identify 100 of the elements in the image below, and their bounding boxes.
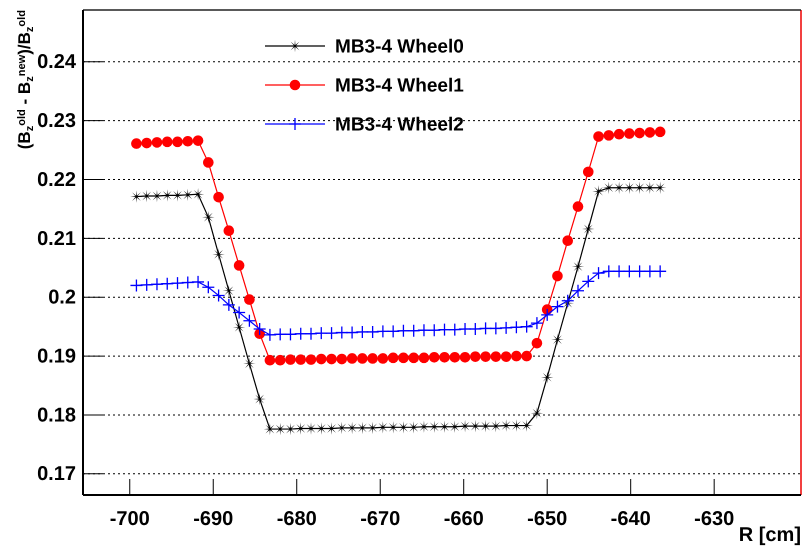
point <box>131 138 142 149</box>
point <box>376 324 390 338</box>
x-axis-title: R [cm] <box>738 524 801 546</box>
point <box>346 353 358 364</box>
point <box>428 324 441 337</box>
point <box>388 352 398 364</box>
point <box>592 266 606 280</box>
point <box>582 166 594 178</box>
point <box>357 353 368 364</box>
point <box>624 128 635 139</box>
point <box>192 135 204 146</box>
point <box>285 354 296 365</box>
point <box>326 354 337 364</box>
point <box>604 130 614 141</box>
point <box>244 294 255 305</box>
point <box>654 126 666 138</box>
point <box>530 316 544 330</box>
point <box>470 351 481 362</box>
x-tick-label: -680 <box>276 508 317 530</box>
point <box>141 138 152 148</box>
point <box>324 326 338 340</box>
point <box>234 260 244 271</box>
point <box>181 276 194 290</box>
point <box>521 350 532 362</box>
point <box>510 320 524 334</box>
point <box>222 284 236 297</box>
point <box>160 277 174 290</box>
x-tick-label: -690 <box>193 508 234 530</box>
point <box>243 358 256 370</box>
point <box>612 264 626 278</box>
point <box>274 354 286 366</box>
x-tick-label: -650 <box>527 508 568 530</box>
point <box>478 322 492 336</box>
point <box>418 352 430 364</box>
point <box>263 328 277 342</box>
point <box>202 210 215 224</box>
point <box>222 298 236 312</box>
point <box>551 333 564 346</box>
point <box>152 137 162 148</box>
x-tick-label: -660 <box>444 508 484 530</box>
point <box>203 157 214 168</box>
point <box>490 351 502 362</box>
y-tick-label: 0.19 <box>37 345 76 368</box>
point <box>582 222 594 236</box>
point <box>582 274 595 288</box>
point <box>643 264 657 278</box>
point <box>191 275 205 289</box>
point <box>632 264 646 278</box>
point <box>593 131 604 142</box>
point <box>530 406 544 420</box>
point <box>356 325 369 339</box>
y-tick-label: 0.21 <box>37 228 76 250</box>
point <box>550 300 564 314</box>
point <box>172 136 183 148</box>
y-tick-label: 0.17 <box>37 463 76 486</box>
point <box>438 322 452 336</box>
point <box>532 338 542 348</box>
point <box>489 322 502 336</box>
legend-label: MB3-4 Wheel2 <box>335 114 464 136</box>
point <box>572 201 584 212</box>
point <box>448 322 462 336</box>
x-tick-label: -630 <box>694 508 734 530</box>
point <box>439 352 450 363</box>
point <box>644 127 656 138</box>
point <box>232 306 246 320</box>
point <box>499 321 513 334</box>
point <box>398 352 409 364</box>
x-tick-label: -700 <box>110 508 150 530</box>
point <box>202 280 215 294</box>
point <box>622 264 636 278</box>
point <box>253 322 266 336</box>
point <box>449 352 460 363</box>
point <box>572 260 584 273</box>
point <box>294 327 308 340</box>
point <box>428 352 440 363</box>
point <box>366 325 380 339</box>
point <box>367 353 378 364</box>
point <box>602 264 616 278</box>
legend-label: MB3-4 Wheel0 <box>335 36 464 58</box>
point <box>224 225 234 236</box>
point <box>571 284 585 298</box>
point <box>552 270 563 282</box>
legend-label: MB3-4 Wheel1 <box>335 76 464 97</box>
point <box>150 278 164 291</box>
point <box>468 322 482 336</box>
y-tick-label: 0.22 <box>37 168 76 191</box>
point <box>540 371 554 384</box>
point <box>634 128 645 138</box>
point <box>378 353 388 364</box>
point <box>480 351 491 362</box>
point <box>212 248 225 260</box>
point <box>242 314 256 328</box>
point <box>316 354 327 364</box>
point <box>562 235 574 246</box>
point <box>162 136 173 148</box>
point <box>407 324 420 338</box>
point <box>284 328 298 341</box>
point <box>592 185 605 198</box>
x-tick-label: -640 <box>610 508 651 530</box>
point <box>561 294 574 308</box>
